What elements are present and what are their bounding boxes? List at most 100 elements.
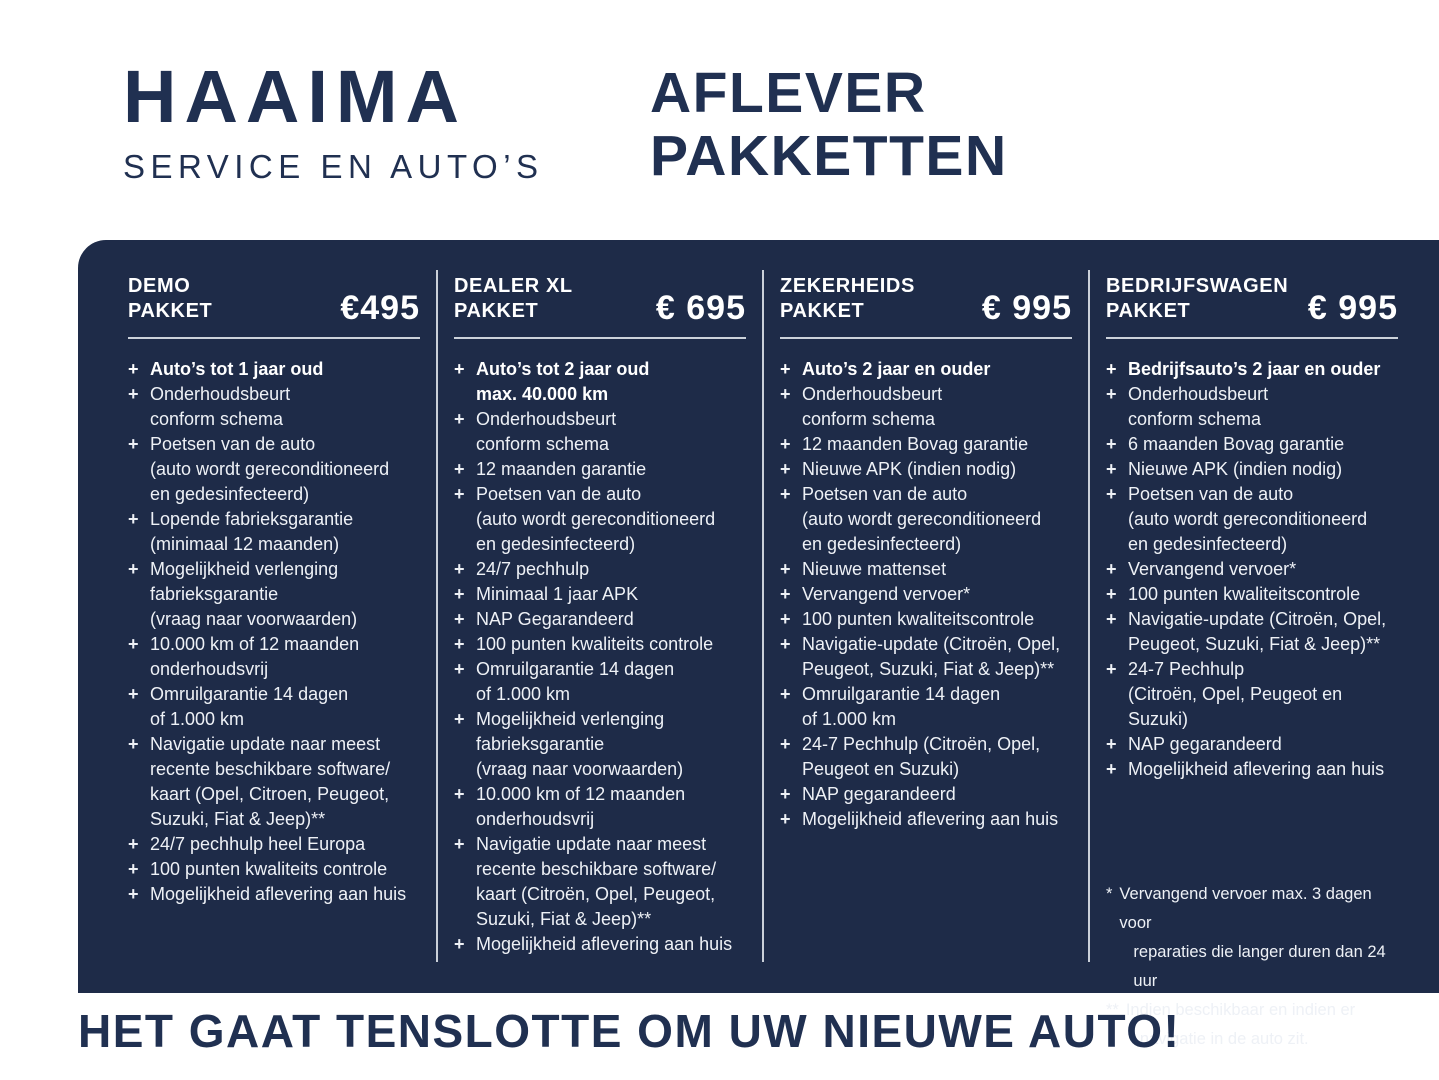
package-item: + Navigatie update naar meest recente besc… (454, 832, 746, 932)
package-item: + Mogelijkheid aflevering aan huis (1106, 757, 1398, 782)
package-items: + Auto’s tot 1 jaar oud + Onderhoudsbeurt co… (128, 357, 420, 907)
plus-bullet-icon: + (1106, 734, 1117, 754)
plus-bullet-icon: + (780, 809, 791, 829)
plus-bullet-icon: + (454, 584, 465, 604)
package-item-text: 12 maanden garantie (476, 459, 647, 479)
package-header: ZEKERHEIDS PAKKET € 995 (780, 270, 1072, 327)
package-item: +10.000 km of 12 maanden onderhoudsvrij (128, 632, 420, 682)
plus-bullet-icon: + (780, 609, 791, 629)
header-underline (1106, 337, 1398, 339)
plus-bullet-icon: + (128, 359, 139, 379)
footnote: ** Indien beschikbaar en indien er navigat… (1106, 996, 1398, 1054)
package-item: + Mogelijkheid aflevering aan huis (780, 807, 1072, 832)
brand-tagline: SERVICE EN AUTO’S (123, 148, 544, 185)
package-name: BEDRIJFSWAGEN PAKKET (1106, 275, 1289, 322)
plus-bullet-icon: + (1106, 434, 1117, 454)
package-item: +6 maanden Bovag garantie (1106, 432, 1398, 457)
package-item-text: Poetsen van de auto (auto wordt gerecondi… (150, 434, 390, 504)
package-item-text: Mogelijkheid verlenging fabrieksgarantie(… (476, 709, 684, 779)
package-item: + Navigatie-update (Citroën, Opel, Peugeot… (1106, 607, 1398, 657)
plus-bullet-icon: + (128, 859, 139, 879)
package-price: € 695 (655, 289, 746, 327)
package-item: + Poetsen van de auto (auto wordt gerecond… (454, 482, 746, 557)
package-item-text: 100 punten kwaliteits controle (476, 634, 714, 654)
plus-bullet-icon: + (128, 684, 139, 704)
package-item-text: Onderhoudsbeurt conform schema (476, 409, 617, 454)
package-item: + Poetsen van de auto (auto wordt gerecond… (1106, 482, 1398, 557)
header-underline (454, 337, 746, 339)
package-items: + Bedrijfsauto’s 2 jaar en ouder + Onderhou… (1106, 357, 1398, 782)
package-item-text: 24/7 pechhulp heel Europa (150, 834, 366, 854)
package-item-text: Nieuwe APK (indien nodig) (1128, 459, 1343, 479)
package-item-text: 24-7 Pechhulp (Citroën, Opel, Peugeot en … (1128, 659, 1343, 729)
plus-bullet-icon: + (780, 484, 791, 504)
package-item-text: Nieuwe mattenset (802, 559, 947, 579)
package-item-text: Omruilgarantie 14 dagen of 1.000 km (802, 684, 1001, 729)
package-item-text: Mogelijkheid aflevering aan huis (476, 934, 733, 954)
package-name: DEMO PAKKET (128, 275, 213, 322)
plus-bullet-icon: + (128, 384, 139, 404)
plus-bullet-icon: + (454, 934, 465, 954)
footnote-text: Indien beschikbaar en indien er navigatie… (1125, 1001, 1356, 1048)
plus-bullet-icon: + (454, 559, 465, 579)
package-column-demo: DEMO PAKKET €495 + Auto’s tot 1 jaar oud +… (128, 270, 420, 907)
package-item: + Onderhoudsbeurt conform schema (128, 382, 420, 432)
footnotes: * Vervangend vervoer max. 3 dagen voor rep… (1106, 880, 1398, 1054)
package-item-text: Onderhoudsbeurt conform schema (802, 384, 943, 429)
package-item: + Mogelijkheid verlenging fabrieksgarantie… (454, 707, 746, 782)
package-item-text: Onderhoudsbeurt conform schema (1128, 384, 1269, 429)
plus-bullet-icon: + (1106, 759, 1117, 779)
package-item-text: Nieuwe APK (indien nodig) (802, 459, 1017, 479)
package-item: + Omruilgarantie 14 dagen of 1.000 km (128, 682, 420, 732)
package-item: +100 punten kwaliteits controle (128, 857, 420, 882)
package-column-zekerheids: ZEKERHEIDS PAKKET € 995 + Auto’s 2 jaar e… (780, 270, 1072, 832)
package-item-text: Poetsen van de auto (auto wordt gerecondi… (802, 484, 1042, 554)
page-title-line1: AFLEVER (650, 61, 927, 125)
package-item-text: 24/7 pechhulp (476, 559, 590, 579)
plus-bullet-icon: + (128, 509, 139, 529)
package-item-text: 6 maanden Bovag garantie (1128, 434, 1345, 454)
package-item-text: Bedrijfsauto’s 2 jaar en ouder (1128, 359, 1381, 379)
plus-bullet-icon: + (454, 659, 465, 679)
package-item: +12 maanden Bovag garantie (780, 432, 1072, 457)
plus-bullet-icon: + (454, 484, 465, 504)
plus-bullet-icon: + (128, 559, 139, 579)
package-item: + Onderhoudsbeurt conform schema (454, 407, 746, 457)
package-item: + Nieuwe APK (indien nodig) (1106, 457, 1398, 482)
package-item: + Auto’s tot 1 jaar oud (128, 357, 420, 382)
package-price: € 995 (1307, 289, 1398, 327)
package-item-text: Mogelijkheid verlenging fabrieksgarantie(… (150, 559, 358, 629)
column-divider (1088, 270, 1090, 962)
plus-bullet-icon: + (780, 359, 791, 379)
package-item-text: 10.000 km of 12 maanden onderhoudsvrij (476, 784, 686, 829)
plus-bullet-icon: + (780, 384, 791, 404)
package-item-text: Navigatie update naar meest recente besch… (476, 834, 717, 929)
plus-bullet-icon: + (128, 434, 139, 454)
package-item: + Minimaal 1 jaar APK (454, 582, 746, 607)
footnote: * Vervangend vervoer max. 3 dagen voor rep… (1106, 880, 1398, 996)
footnote-text: Vervangend vervoer max. 3 dagen voor repa… (1119, 885, 1386, 990)
package-item: + Nieuwe APK (indien nodig) (780, 457, 1072, 482)
package-item-text: Poetsen van de auto (auto wordt gerecondi… (476, 484, 716, 554)
footer-tagline: HET GAAT TENSLOTTE OM UW NIEUWE AUTO! (78, 1005, 1181, 1057)
plus-bullet-icon: + (454, 834, 465, 854)
package-item-text: Vervangend vervoer* (1128, 559, 1297, 579)
packages-panel: DEMO PAKKET €495 + Auto’s tot 1 jaar oud +… (78, 240, 1439, 1048)
package-item-text: Onderhoudsbeurt conform schema (150, 384, 291, 429)
package-item: +10.000 km of 12 maanden onderhoudsvrij (454, 782, 746, 832)
package-item-text: 10.000 km of 12 maanden onderhoudsvrij (150, 634, 360, 679)
plus-bullet-icon: + (1106, 559, 1117, 579)
package-items: + Auto’s tot 2 jaar oud max. 40.000 km + Ond… (454, 357, 746, 957)
package-item: + Vervangend vervoer* (1106, 557, 1398, 582)
package-item: +24/7 pechhulp (454, 557, 746, 582)
package-item: + Auto’s 2 jaar en ouder (780, 357, 1072, 382)
package-item-text: Auto’s tot 1 jaar oud (150, 359, 324, 379)
package-item-text: Vervangend vervoer* (802, 584, 971, 604)
plus-bullet-icon: + (1106, 484, 1117, 504)
package-item: + Mogelijkheid aflevering aan huis (454, 932, 746, 957)
plus-bullet-icon: + (780, 634, 791, 654)
plus-bullet-icon: + (780, 559, 791, 579)
package-column-dealer-xl: DEALER XL PAKKET € 695 + Auto’s tot 2 jaa… (454, 270, 746, 957)
package-item-text: 12 maanden Bovag garantie (802, 434, 1029, 454)
footnote-marker: * (1106, 885, 1113, 903)
